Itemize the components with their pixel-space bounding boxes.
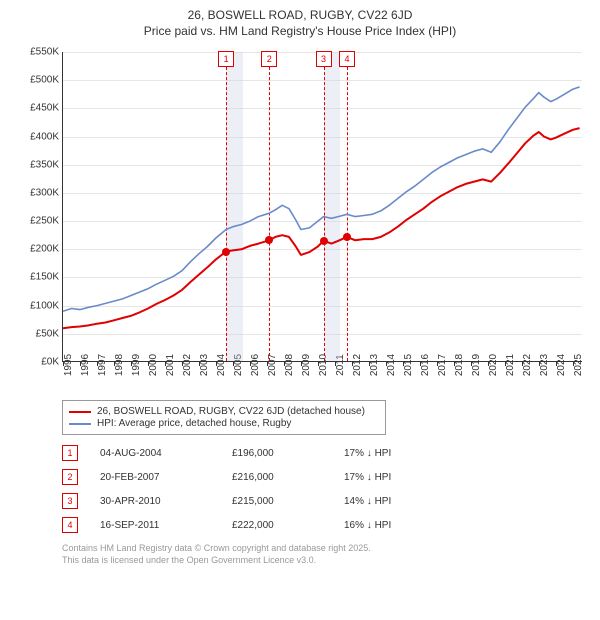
event-pct: 16% ↓ HPI: [344, 520, 391, 531]
chart-container: 26, BOSWELL ROAD, RUGBY, CV22 6JD Price …: [0, 0, 600, 576]
y-tick-label: £50K: [36, 328, 59, 339]
y-tick-label: £550K: [30, 47, 59, 58]
event-price: £196,000: [232, 448, 322, 459]
event-index: 2: [62, 469, 78, 485]
event-pct: 17% ↓ HPI: [344, 472, 391, 483]
legend-label: HPI: Average price, detached house, Rugb…: [97, 418, 291, 429]
series-svg: [63, 52, 583, 362]
event-row: 3 30-APR-2010 £215,000 14% ↓ HPI: [62, 493, 590, 509]
legend: 26, BOSWELL ROAD, RUGBY, CV22 6JD (detac…: [62, 400, 386, 435]
event-index: 3: [62, 493, 78, 509]
event-date: 16-SEP-2011: [100, 520, 210, 531]
y-tick-label: £150K: [30, 272, 59, 283]
event-price: £216,000: [232, 472, 322, 483]
y-tick-label: £250K: [30, 216, 59, 227]
legend-label: 26, BOSWELL ROAD, RUGBY, CV22 6JD (detac…: [97, 406, 365, 417]
series-marker: [320, 237, 328, 245]
y-tick-label: £400K: [30, 131, 59, 142]
footer-line-2: This data is licensed under the Open Gov…: [62, 555, 590, 567]
footer: Contains HM Land Registry data © Crown c…: [62, 543, 590, 566]
footer-line-1: Contains HM Land Registry data © Crown c…: [62, 543, 590, 555]
legend-swatch: [69, 423, 91, 425]
event-row: 4 16-SEP-2011 £222,000 16% ↓ HPI: [62, 517, 590, 533]
event-date: 20-FEB-2007: [100, 472, 210, 483]
titles: 26, BOSWELL ROAD, RUGBY, CV22 6JD Price …: [10, 8, 590, 38]
title-subtitle: Price paid vs. HM Land Registry's House …: [10, 24, 590, 38]
series-marker: [343, 233, 351, 241]
series-price_paid: [63, 128, 580, 328]
event-row: 2 20-FEB-2007 £216,000 17% ↓ HPI: [62, 469, 590, 485]
y-tick-label: £300K: [30, 187, 59, 198]
event-price: £215,000: [232, 496, 322, 507]
series-marker: [265, 236, 273, 244]
series-hpi: [63, 87, 580, 311]
y-tick-label: £500K: [30, 75, 59, 86]
plot-box: £0K£50K£100K£150K£200K£250K£300K£350K£40…: [10, 44, 590, 362]
event-date: 30-APR-2010: [100, 496, 210, 507]
y-tick-label: £100K: [30, 300, 59, 311]
y-tick-label: £450K: [30, 103, 59, 114]
legend-swatch: [69, 411, 91, 413]
series-marker: [222, 248, 230, 256]
y-tick-label: £0K: [41, 357, 59, 368]
y-tick-label: £350K: [30, 159, 59, 170]
title-address: 26, BOSWELL ROAD, RUGBY, CV22 6JD: [10, 8, 590, 22]
event-pct: 14% ↓ HPI: [344, 496, 391, 507]
event-date: 04-AUG-2004: [100, 448, 210, 459]
event-price: £222,000: [232, 520, 322, 531]
event-row: 1 04-AUG-2004 £196,000 17% ↓ HPI: [62, 445, 590, 461]
y-tick-label: £200K: [30, 244, 59, 255]
event-index: 4: [62, 517, 78, 533]
event-pct: 17% ↓ HPI: [344, 448, 391, 459]
legend-item: 26, BOSWELL ROAD, RUGBY, CV22 6JD (detac…: [69, 406, 379, 417]
legend-item: HPI: Average price, detached house, Rugb…: [69, 418, 379, 429]
event-index: 1: [62, 445, 78, 461]
plot-area: £0K£50K£100K£150K£200K£250K£300K£350K£40…: [62, 52, 582, 362]
events-table: 1 04-AUG-2004 £196,000 17% ↓ HPI 2 20-FEB-200…: [62, 445, 590, 533]
